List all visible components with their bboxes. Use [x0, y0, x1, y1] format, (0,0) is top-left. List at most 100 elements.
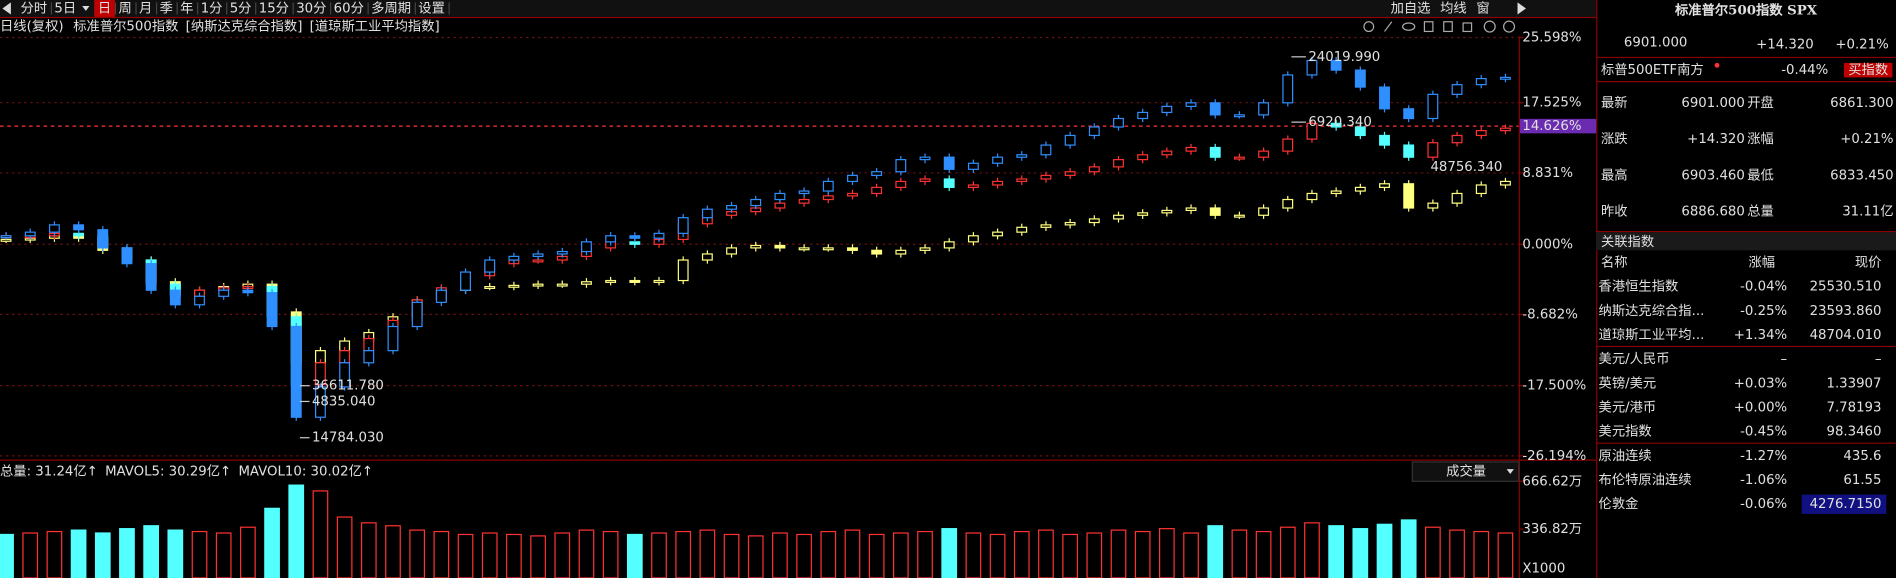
candle — [726, 204, 737, 210]
toolbar-button[interactable]: 加自选 — [1391, 0, 1431, 16]
volume-bar — [457, 533, 474, 578]
toolbar-button[interactable]: 窗 — [1476, 0, 1489, 16]
related-name[interactable]: 美元/港币 — [1599, 400, 1657, 416]
related-name[interactable]: 伦敦金 — [1599, 496, 1639, 512]
volume-bar — [1207, 525, 1224, 578]
toolbar-tab[interactable]: 1分 — [201, 0, 223, 16]
toolbar-button[interactable]: 均线 — [1440, 0, 1467, 16]
field-value: 31.11亿 — [1842, 204, 1893, 220]
candle — [1403, 108, 1415, 120]
tool-icon[interactable] — [1443, 21, 1453, 33]
toolbar-tab[interactable]: 5分 — [230, 0, 252, 16]
related-name[interactable]: 香港恒生指数 — [1599, 279, 1679, 295]
toolbar-tab[interactable]: 月 — [139, 1, 152, 16]
current-price-box — [1519, 118, 1597, 134]
toolbar-tab[interactable]: 5日 — [54, 1, 76, 16]
related-name[interactable]: 美元/人民币 — [1599, 351, 1670, 367]
volume-bar — [46, 530, 63, 578]
tool-icon[interactable] — [1363, 21, 1375, 33]
field-value: +14.320 — [1687, 132, 1745, 147]
candle — [1306, 59, 1318, 76]
candle — [242, 289, 254, 294]
toolbar-tab[interactable]: 15分 — [259, 0, 289, 16]
candle — [1258, 207, 1270, 216]
candle — [1475, 77, 1487, 86]
toolbar-tab[interactable]: 季 — [160, 0, 173, 16]
volume-bar — [94, 532, 111, 578]
forward-icon[interactable] — [1517, 2, 1526, 15]
candle — [750, 244, 762, 249]
candle — [726, 247, 737, 255]
related-name[interactable]: 布伦特原油连续 — [1599, 472, 1692, 488]
field-label: 最高 — [1601, 166, 1628, 183]
quote-change: +14.320 — [1756, 38, 1814, 53]
zoom-in[interactable] — [1483, 20, 1496, 33]
candle — [895, 159, 907, 173]
series-legend[interactable]: [道琼斯工业平均指数] — [310, 19, 440, 35]
candle — [1306, 192, 1318, 201]
field-value: +0.21% — [1840, 132, 1893, 147]
candle — [967, 184, 979, 189]
tool-icon[interactable] — [1423, 21, 1434, 33]
candle — [847, 247, 858, 251]
candle — [1088, 126, 1100, 137]
series-legend[interactable]: 标准普尔500指数 — [73, 19, 178, 35]
related-name[interactable]: 原油连续 — [1599, 448, 1652, 464]
tool-icon[interactable] — [1402, 22, 1416, 31]
volume-bar — [240, 526, 256, 578]
candle — [919, 156, 931, 161]
tool-icon[interactable] — [1462, 22, 1473, 33]
price-annotation: 36611.780 — [312, 379, 384, 394]
indicator-select[interactable] — [1411, 461, 1520, 482]
related-change: -0.06% — [1740, 497, 1787, 512]
candle — [1330, 59, 1342, 71]
back-icon[interactable] — [2, 2, 11, 15]
candle — [1209, 102, 1221, 116]
volume-legend: 总量: 31.24亿↑ — [0, 464, 98, 480]
volume-bar — [602, 530, 619, 578]
toolbar-tab[interactable]: 多周期 — [371, 0, 411, 16]
related-change: -0.45% — [1740, 425, 1787, 440]
series-legend[interactable]: [纳斯达克综合指数] — [186, 19, 303, 35]
toolbar-tab[interactable]: 分时 — [21, 0, 48, 16]
related-name[interactable]: 纳斯达克综合指... — [1599, 303, 1705, 319]
related-title: 关联指数 — [1601, 234, 1654, 250]
candle — [1379, 183, 1390, 189]
buy-button-bg[interactable] — [1844, 62, 1893, 78]
toolbar-tab[interactable]: 设置 — [418, 0, 445, 16]
volume-bar — [1328, 525, 1345, 578]
etf-link[interactable]: 标普500ETF南方 — [1601, 62, 1704, 78]
candle — [508, 255, 520, 261]
candle — [1137, 154, 1149, 161]
candle — [1064, 134, 1076, 146]
candle — [1233, 114, 1245, 118]
candle — [774, 244, 786, 249]
volume-bar — [1183, 532, 1199, 578]
candle — [1161, 209, 1173, 214]
related-name[interactable]: 道琼斯工业平均... — [1599, 327, 1705, 343]
related-header-bg — [1596, 232, 1896, 251]
tool-icon[interactable] — [1384, 21, 1393, 32]
related-name[interactable]: 英镑/美元 — [1599, 374, 1657, 391]
candle — [629, 279, 641, 283]
y-tick-label: -17.500% — [1522, 379, 1586, 394]
etf-dot — [1714, 62, 1720, 68]
candle — [1088, 218, 1100, 224]
etf-pct: -0.44% — [1781, 63, 1828, 78]
related-name[interactable]: 美元指数 — [1599, 424, 1652, 440]
toolbar-tab[interactable]: 30分 — [296, 0, 326, 16]
toolbar-tab[interactable]: 日 — [98, 1, 111, 16]
volume-bar — [191, 530, 208, 578]
toolbar-tab[interactable]: 60分 — [334, 0, 364, 16]
candle — [701, 208, 713, 219]
toolbar-tab[interactable]: 周 — [118, 1, 131, 16]
candle — [1354, 126, 1366, 137]
zoom-out[interactable] — [1503, 20, 1516, 33]
candle — [1306, 122, 1318, 140]
chart-tools — [1363, 20, 1516, 33]
y-tick-label: -26.194% — [1522, 449, 1586, 464]
candle — [895, 180, 907, 189]
toolbar-tab[interactable]: 年 — [180, 0, 193, 16]
buy-button[interactable]: 买指数 — [1848, 62, 1888, 78]
